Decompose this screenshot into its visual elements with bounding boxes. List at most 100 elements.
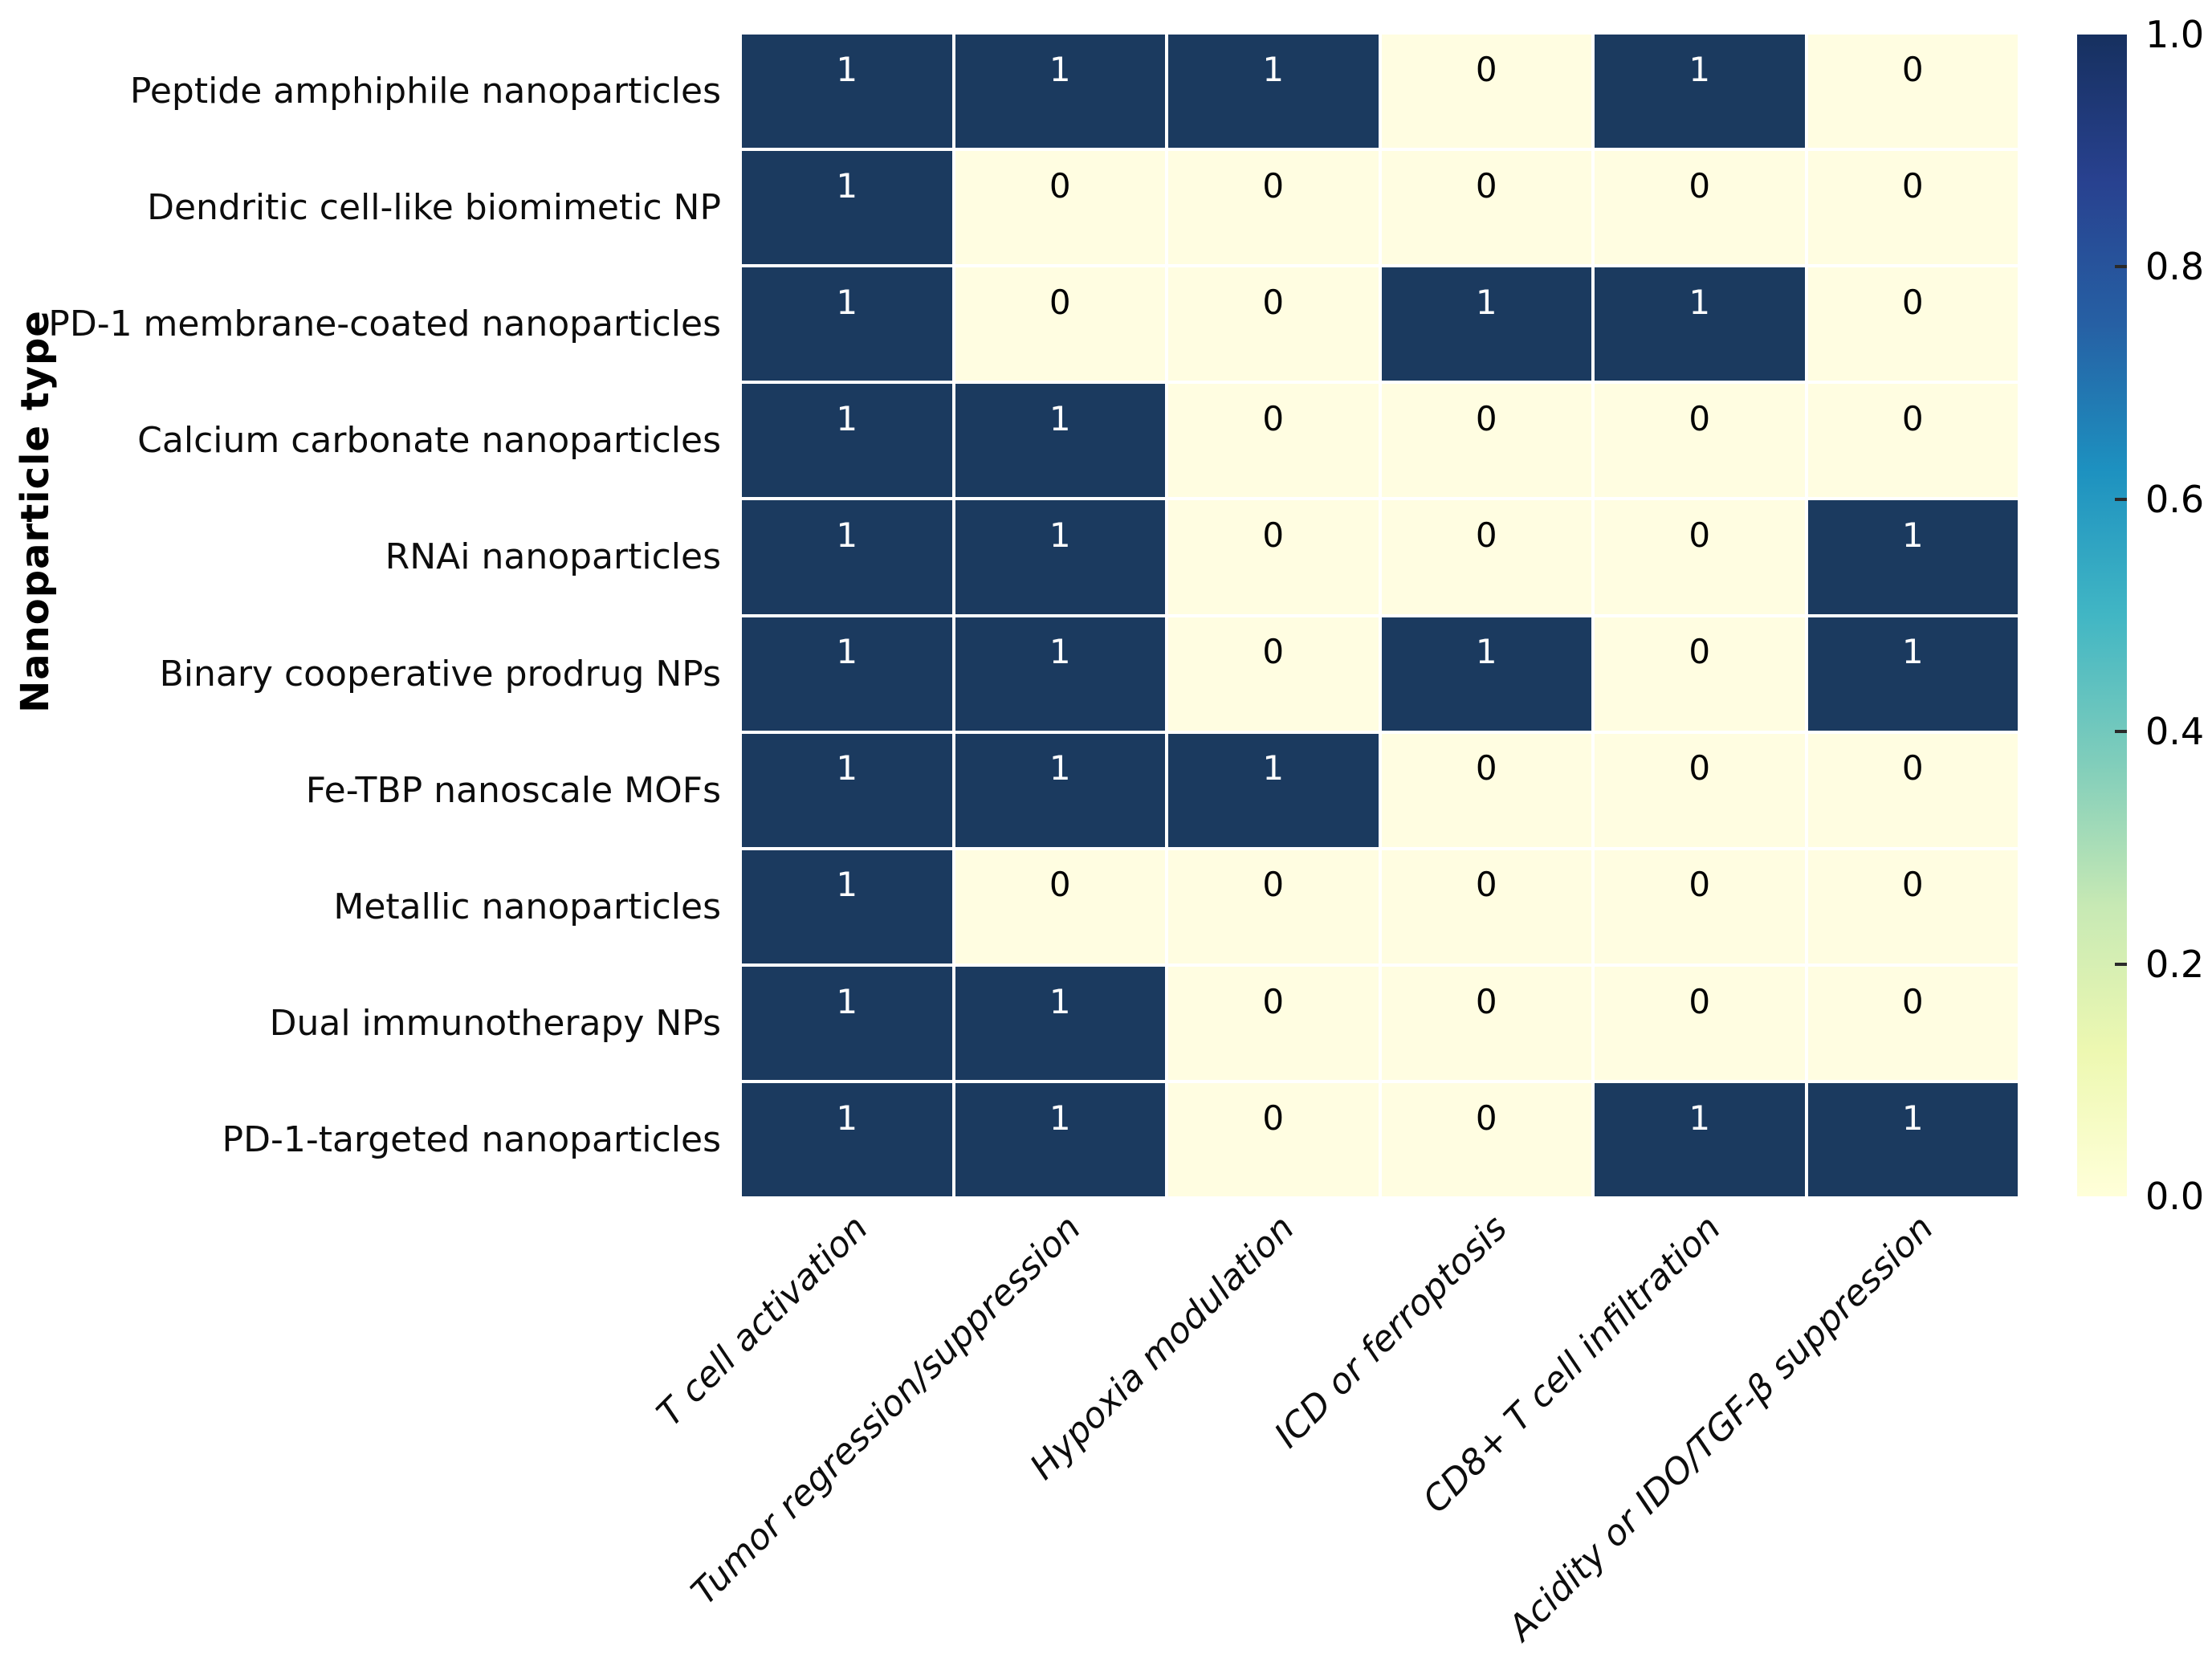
colorbar-tick-label: 0.6 <box>2145 477 2205 521</box>
cell-value: 0 <box>1262 981 1285 1021</box>
cell-value: 0 <box>1475 748 1497 788</box>
heatmap-cell: 0 <box>1381 35 1591 149</box>
cell-value: 1 <box>1262 49 1285 89</box>
cell-value: 1 <box>1049 981 1071 1021</box>
cell-value: 1 <box>836 865 858 905</box>
heatmap-cell: 0 <box>955 267 1165 381</box>
cell-value: 1 <box>1689 282 1711 322</box>
cell-value: 1 <box>1049 49 1071 89</box>
heatmap-cell: 1 <box>1381 267 1591 381</box>
x-tick-label: T cell activation <box>649 1208 876 1435</box>
y-tick-labels: Peptide amphiphile nanoparticles Dendriti… <box>0 35 724 1196</box>
heatmap-cell: 1 <box>955 617 1165 731</box>
heatmap-cell: 1 <box>955 384 1165 498</box>
colorbar-tick-label: 0.8 <box>2145 245 2205 289</box>
heatmap-cell: 0 <box>1381 500 1591 614</box>
colorbar-tick-label: 0.0 <box>2145 1175 2205 1218</box>
heatmap-cell: 0 <box>1595 966 1805 1080</box>
y-tick-label: RNAi nanoparticles <box>385 536 721 578</box>
heatmap-cell: 0 <box>1168 1082 1379 1196</box>
heatmap-cell: 0 <box>1595 151 1805 265</box>
heatmap-cell: 0 <box>1381 966 1591 1080</box>
cell-value: 1 <box>1049 632 1071 672</box>
heatmap-cell: 0 <box>1595 733 1805 847</box>
heatmap-cell: 0 <box>1595 500 1805 614</box>
heatmap-cell: 0 <box>1807 849 2018 963</box>
heatmap-cell: 1 <box>1807 617 2018 731</box>
heatmap-cell: 1 <box>955 966 1165 1080</box>
heatmap-cell: 0 <box>1381 151 1591 265</box>
heatmap-cell: 0 <box>1381 384 1591 498</box>
y-tick-label: PD-1 membrane-coated nanoparticles <box>48 304 721 345</box>
heatmap-cell: 0 <box>1595 617 1805 731</box>
heatmap-cell: 0 <box>1168 849 1379 963</box>
cell-value: 0 <box>1475 49 1497 89</box>
x-tick-label: Acidity or IDO/TGF-β suppression <box>1501 1208 1942 1649</box>
cell-value: 0 <box>1901 399 1924 439</box>
y-tick-label: Dual immunotherapy NPs <box>269 1002 721 1044</box>
cell-value: 0 <box>1049 865 1071 905</box>
y-tick-label: Calcium carbonate nanoparticles <box>137 420 721 462</box>
cell-value: 1 <box>836 515 858 556</box>
y-tick-label: Metallic nanoparticles <box>333 886 721 927</box>
heatmap-cell: 1 <box>742 1082 952 1196</box>
heatmap-cell: 1 <box>742 733 952 847</box>
heatmap-cell: 1 <box>955 35 1165 149</box>
cell-value: 1 <box>1901 515 1924 556</box>
heatmap-cell: 0 <box>1381 733 1591 847</box>
heatmap-cell: 0 <box>1807 151 2018 265</box>
colorbar-tick-label: 0.2 <box>2145 942 2205 986</box>
cell-value: 0 <box>1475 515 1497 556</box>
heatmap-cell: 0 <box>1381 1082 1591 1196</box>
heatmap-cell: 0 <box>955 151 1165 265</box>
heatmap-cell: 1 <box>742 966 952 1080</box>
heatmap-cell: 1 <box>742 500 952 614</box>
cell-value: 1 <box>836 165 858 206</box>
cell-value: 0 <box>1049 282 1071 322</box>
cell-value: 0 <box>1262 1098 1285 1138</box>
heatmap-cell: 0 <box>1168 384 1379 498</box>
cell-value: 0 <box>1689 399 1711 439</box>
heatmap-cell: 1 <box>1595 35 1805 149</box>
cell-value: 1 <box>1475 282 1497 322</box>
cell-value: 0 <box>1475 399 1497 439</box>
heatmap-cell: 0 <box>1168 617 1379 731</box>
colorbar-tick <box>2115 730 2127 734</box>
heatmap-cell: 0 <box>1807 733 2018 847</box>
cell-value: 1 <box>836 748 858 788</box>
heatmap-cell: 0 <box>1807 966 2018 1080</box>
cell-value: 0 <box>1262 515 1285 556</box>
colorbar-tick <box>2115 497 2127 501</box>
cell-value: 0 <box>1475 981 1497 1021</box>
heatmap-cell: 0 <box>1168 966 1379 1080</box>
heatmap-cell: 0 <box>1168 267 1379 381</box>
heatmap-cell: 0 <box>1807 267 2018 381</box>
x-tick-label: ICD or ferroptosis <box>1267 1208 1516 1456</box>
heatmap-cell: 0 <box>1595 384 1805 498</box>
heatmap-cell: 0 <box>1168 500 1379 614</box>
colorbar-tick-label: 1.0 <box>2145 13 2205 56</box>
heatmap-cell: 1 <box>1168 733 1379 847</box>
heatmap-cell: 1 <box>742 384 952 498</box>
cell-value: 1 <box>836 981 858 1021</box>
cell-value: 1 <box>1689 1098 1711 1138</box>
heatmap-cell: 0 <box>955 849 1165 963</box>
heatmap-cell: 0 <box>1807 384 2018 498</box>
y-tick-label: Peptide amphiphile nanoparticles <box>129 71 721 112</box>
cell-value: 1 <box>836 49 858 89</box>
cell-value: 1 <box>836 632 858 672</box>
cell-value: 1 <box>836 282 858 322</box>
cell-value: 0 <box>1901 981 1924 1021</box>
cell-value: 0 <box>1475 1098 1497 1138</box>
colorbar-tick <box>2115 265 2127 269</box>
cell-value: 1 <box>1475 632 1497 672</box>
cell-value: 1 <box>1901 1098 1924 1138</box>
cell-value: 0 <box>1475 865 1497 905</box>
y-tick-label: Binary cooperative prodrug NPs <box>159 653 721 695</box>
cell-value: 0 <box>1262 632 1285 672</box>
cell-value: 1 <box>836 399 858 439</box>
heatmap-cell: 1 <box>1807 500 2018 614</box>
cell-value: 1 <box>1049 1098 1071 1138</box>
cell-value: 0 <box>1049 165 1071 206</box>
cell-value: 0 <box>1262 165 1285 206</box>
